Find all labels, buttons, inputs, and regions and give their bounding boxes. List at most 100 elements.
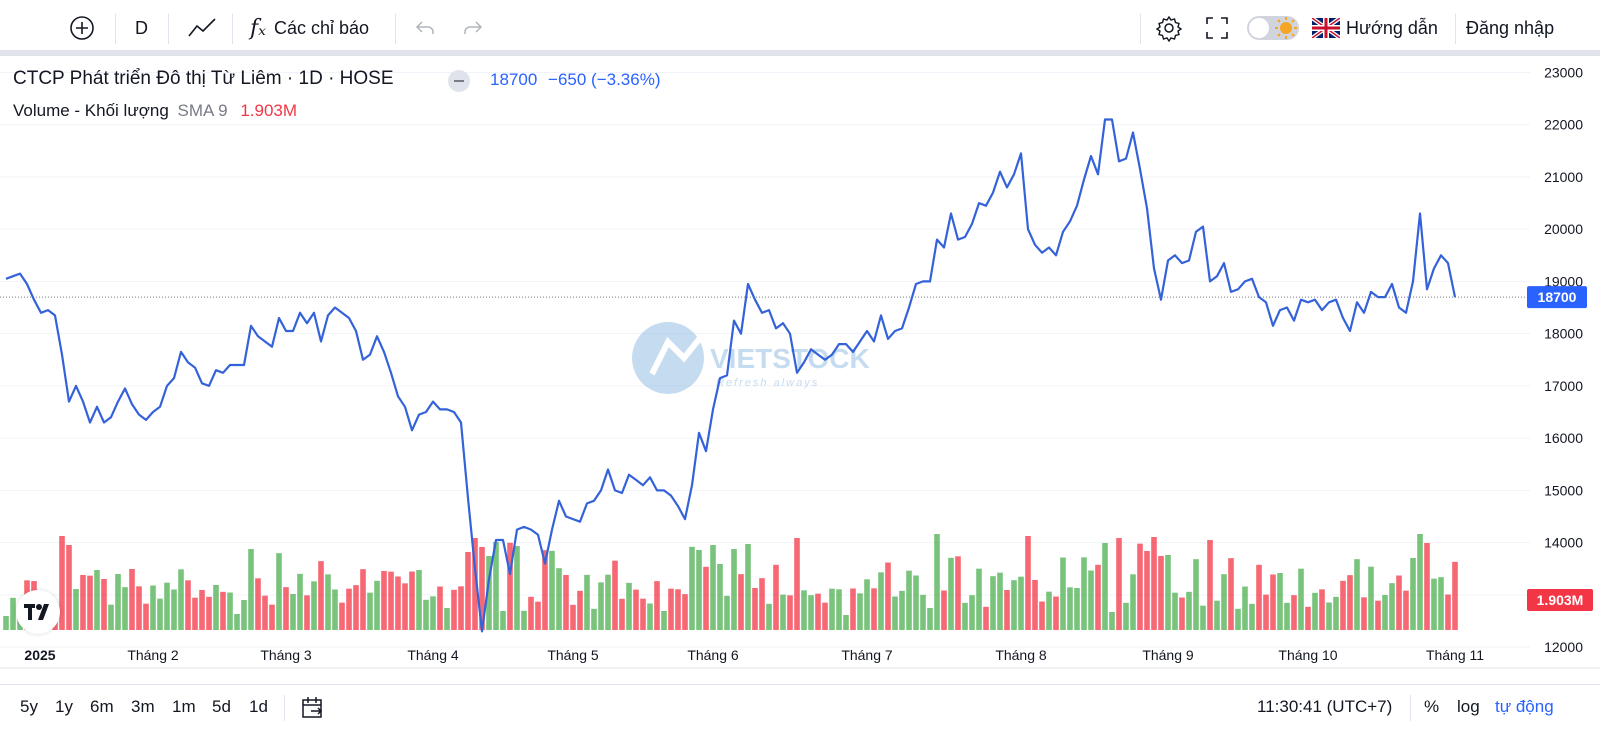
theme-toggle[interactable] [1246, 10, 1300, 46]
range-1m-button[interactable]: 1m [172, 697, 196, 716]
range-5d-button[interactable]: 5d [212, 697, 231, 716]
volume-bar [353, 585, 359, 630]
last-volume-label: 1.903M [1527, 589, 1593, 611]
volume-bar [1109, 612, 1115, 630]
range-3m-button[interactable]: 3m [131, 697, 155, 716]
price-axis[interactable]: 1200013000140001500016000170001800019000… [1544, 64, 1583, 655]
volume-bar [304, 595, 310, 630]
indicators-button[interactable]: fₓ Các chỉ báo [250, 10, 369, 46]
volume-bar [1291, 595, 1297, 630]
time-tick-label: Tháng 9 [1142, 647, 1194, 663]
range-6m-button[interactable]: 6m [90, 697, 114, 716]
volume-bar [430, 596, 436, 630]
volume-bar [1011, 580, 1017, 630]
interval-button[interactable]: D [135, 10, 148, 46]
volume-bar [1284, 602, 1290, 630]
time-tick-label: Tháng 8 [995, 647, 1047, 663]
volume-bar [1319, 589, 1325, 630]
volume-bar [514, 546, 520, 630]
volume-bar [3, 616, 9, 630]
price-tick-label: 17000 [1544, 378, 1583, 394]
volume-bar [878, 572, 884, 630]
chart-type-button[interactable] [186, 10, 218, 46]
collapse-legend-icon[interactable] [448, 70, 470, 92]
range-5y-button[interactable]: 5y [20, 697, 38, 716]
calendar-icon [302, 697, 323, 718]
volume-bar [150, 585, 156, 630]
price-series-line [5, 118, 1457, 633]
volume-bar [969, 595, 975, 630]
auto-scale-button[interactable]: tự động [1495, 697, 1554, 716]
price-chart[interactable]: VIETSTOCK Refresh always 120001300014000… [0, 62, 1600, 684]
settings-button[interactable] [1155, 10, 1183, 46]
watermark-tagline: Refresh always [716, 377, 819, 389]
volume-bar [640, 598, 646, 630]
volume-bar [794, 538, 800, 630]
last-price: 18700 [490, 70, 538, 89]
volume-bar [1312, 592, 1318, 630]
fullscreen-icon [1206, 17, 1228, 39]
volume-bar [577, 590, 583, 630]
time-axis[interactable]: 2025 Tháng 2 Tháng 3 Tháng 4 Tháng 5 Tháng 6 T… [24, 647, 1484, 663]
price-tick-label: 19000 [1544, 273, 1583, 289]
volume-bar [493, 542, 499, 630]
tradingview-logo[interactable] [16, 590, 60, 634]
sun-toggle-icon [1247, 16, 1299, 40]
volume-bar [913, 575, 919, 630]
volume-bar [1340, 580, 1346, 630]
price-tick-label: 20000 [1544, 221, 1583, 237]
undo-icon [415, 21, 434, 34]
fullscreen-button[interactable] [1204, 10, 1230, 46]
range-1d-button[interactable]: 1d [249, 697, 268, 716]
redo-button[interactable] [461, 10, 485, 46]
volume-bar [1039, 601, 1045, 630]
range-1y-button[interactable]: 1y [55, 697, 73, 716]
volume-bar [1130, 574, 1136, 630]
volume-bar [1200, 605, 1206, 630]
volume-bar [759, 578, 765, 630]
volume-bar [465, 552, 471, 630]
volume-bar [731, 549, 737, 630]
volume-bar [388, 571, 394, 630]
volume-bar [402, 583, 408, 630]
percent-scale-button[interactable]: % [1424, 697, 1440, 716]
price-tick-label: 14000 [1544, 535, 1583, 551]
volume-bar [108, 604, 114, 630]
volume-bar [1452, 561, 1458, 630]
login-button[interactable]: Đăng nhập [1466, 10, 1554, 46]
volume-bar [822, 602, 828, 630]
volume-bar [605, 574, 611, 630]
toolbar-divider [232, 14, 233, 44]
volume-bar [1221, 574, 1227, 630]
time-tick-label: Tháng 4 [407, 647, 459, 663]
last-volume-value: 1.903M [1537, 592, 1584, 608]
add-symbol-button[interactable] [68, 10, 96, 46]
volume-bar [1235, 608, 1241, 630]
volume-bar [976, 568, 982, 630]
volume-bar [1207, 540, 1213, 630]
time-tick-label: Tháng 3 [260, 647, 312, 663]
clock-time[interactable]: 11:30:41 (UTC+7) [1257, 697, 1393, 716]
volume-bar [885, 562, 891, 630]
volume-bar [66, 545, 72, 630]
volume-bar [143, 603, 149, 630]
volume-bar [647, 603, 653, 630]
volume-bar [248, 549, 254, 630]
volume-bar [227, 592, 233, 630]
volume-bar [528, 596, 534, 630]
volume-bar [1270, 574, 1276, 630]
undo-button[interactable] [413, 10, 437, 46]
volume-bar [479, 547, 485, 630]
goto-date-button[interactable] [300, 695, 326, 726]
time-tick-label: Tháng 11 [1426, 647, 1484, 663]
volume-bar [857, 593, 863, 630]
volume-bar [1396, 575, 1402, 630]
volume-value: 1.903M [240, 101, 298, 120]
log-scale-button[interactable]: log [1457, 697, 1480, 716]
volume-bar [675, 589, 681, 630]
price-tick-label: 22000 [1544, 117, 1583, 133]
volume-bar [94, 570, 100, 630]
volume-bar [1025, 536, 1031, 630]
guide-button[interactable]: Hướng dẫn [1312, 10, 1438, 46]
bottom-divider [284, 695, 285, 721]
